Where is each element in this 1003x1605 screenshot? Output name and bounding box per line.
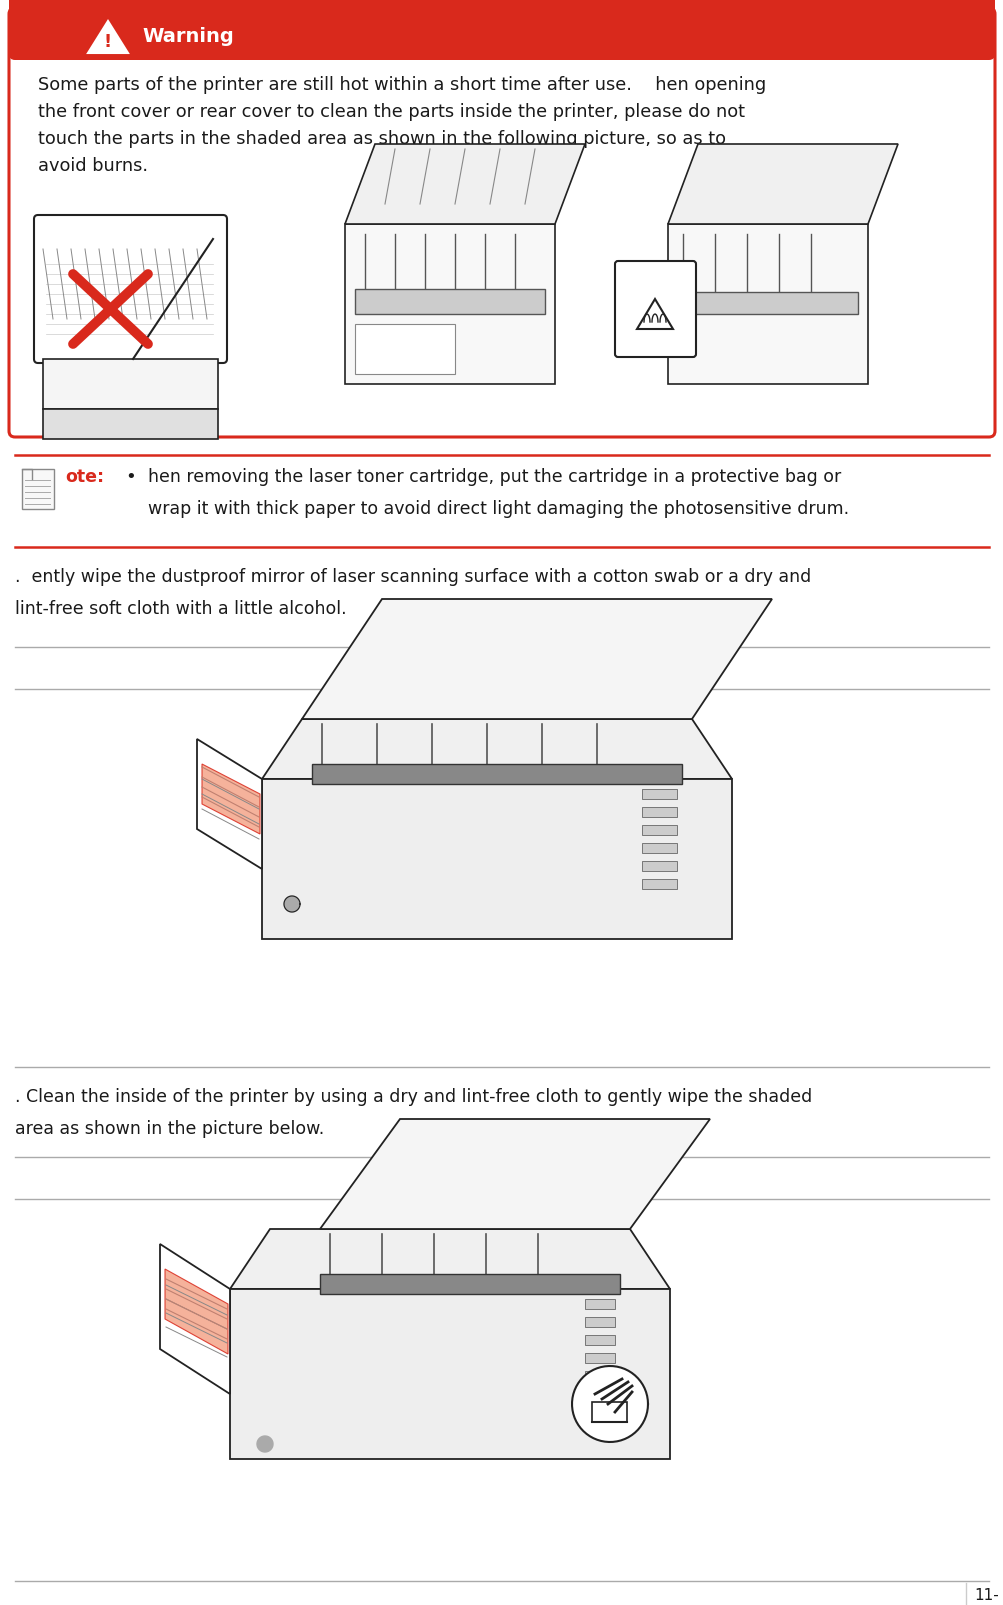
Text: ote:: ote:: [65, 467, 104, 486]
Bar: [15, 35, 988, 55]
Polygon shape: [262, 719, 731, 780]
Polygon shape: [667, 144, 897, 225]
Bar: [641, 862, 676, 872]
Polygon shape: [88, 22, 127, 55]
Polygon shape: [302, 600, 771, 719]
Bar: [592, 1403, 627, 1422]
Polygon shape: [202, 764, 260, 835]
Bar: [641, 880, 676, 889]
Polygon shape: [636, 300, 672, 329]
Bar: [672, 292, 858, 315]
Polygon shape: [257, 1436, 273, 1453]
Bar: [312, 764, 681, 785]
Bar: [641, 844, 676, 854]
FancyBboxPatch shape: [9, 0, 994, 61]
Bar: [320, 1274, 620, 1294]
Bar: [585, 1335, 615, 1345]
Bar: [22, 470, 54, 510]
Bar: [262, 780, 731, 939]
Text: Warning: Warning: [141, 27, 234, 45]
Text: Some parts of the printer are still hot within a short time after use.  hen open: Some parts of the printer are still hot …: [38, 75, 765, 175]
Text: hen removing the laser toner cartridge, put the cartridge in a protective bag or: hen removing the laser toner cartridge, …: [147, 467, 841, 486]
Polygon shape: [345, 144, 585, 225]
Bar: [230, 1289, 669, 1459]
Bar: [641, 807, 676, 817]
Text: Series: Series: [474, 664, 529, 682]
Bar: [641, 825, 676, 836]
Text: area as shown in the picture below.: area as shown in the picture below.: [15, 1119, 324, 1138]
Polygon shape: [164, 1270, 228, 1355]
FancyBboxPatch shape: [9, 10, 994, 438]
FancyBboxPatch shape: [615, 262, 695, 358]
Polygon shape: [572, 1366, 647, 1441]
Bar: [585, 1371, 615, 1382]
Bar: [585, 1353, 615, 1363]
Text: •: •: [125, 467, 135, 486]
Bar: [43, 409, 218, 440]
FancyBboxPatch shape: [34, 215, 227, 364]
Bar: [43, 360, 218, 409]
Text: wrap it with thick paper to avoid direct light damaging the photosensitive drum.: wrap it with thick paper to avoid direct…: [147, 499, 849, 518]
Bar: [355, 291, 545, 315]
Text: lint-free soft cloth with a little alcohol.: lint-free soft cloth with a little alcoh…: [15, 600, 346, 618]
Bar: [355, 324, 454, 374]
Text: .  ently wipe the dustproof mirror of laser scanning surface with a cotton swab : . ently wipe the dustproof mirror of las…: [15, 568, 810, 586]
Bar: [585, 1298, 615, 1310]
Polygon shape: [159, 1244, 230, 1395]
Polygon shape: [197, 740, 262, 870]
Text: 11-: 11-: [974, 1587, 998, 1602]
Bar: [667, 225, 868, 385]
Bar: [345, 225, 555, 385]
Text: . Clean the inside of the printer by using a dry and lint-free cloth to gently w: . Clean the inside of the printer by usi…: [15, 1087, 811, 1106]
Text: !: !: [104, 34, 112, 51]
Polygon shape: [284, 897, 300, 912]
Bar: [585, 1318, 615, 1327]
Polygon shape: [230, 1229, 669, 1289]
Polygon shape: [320, 1119, 709, 1229]
Bar: [592, 1403, 627, 1422]
Text: Series: Series: [474, 1175, 529, 1193]
Bar: [641, 790, 676, 799]
